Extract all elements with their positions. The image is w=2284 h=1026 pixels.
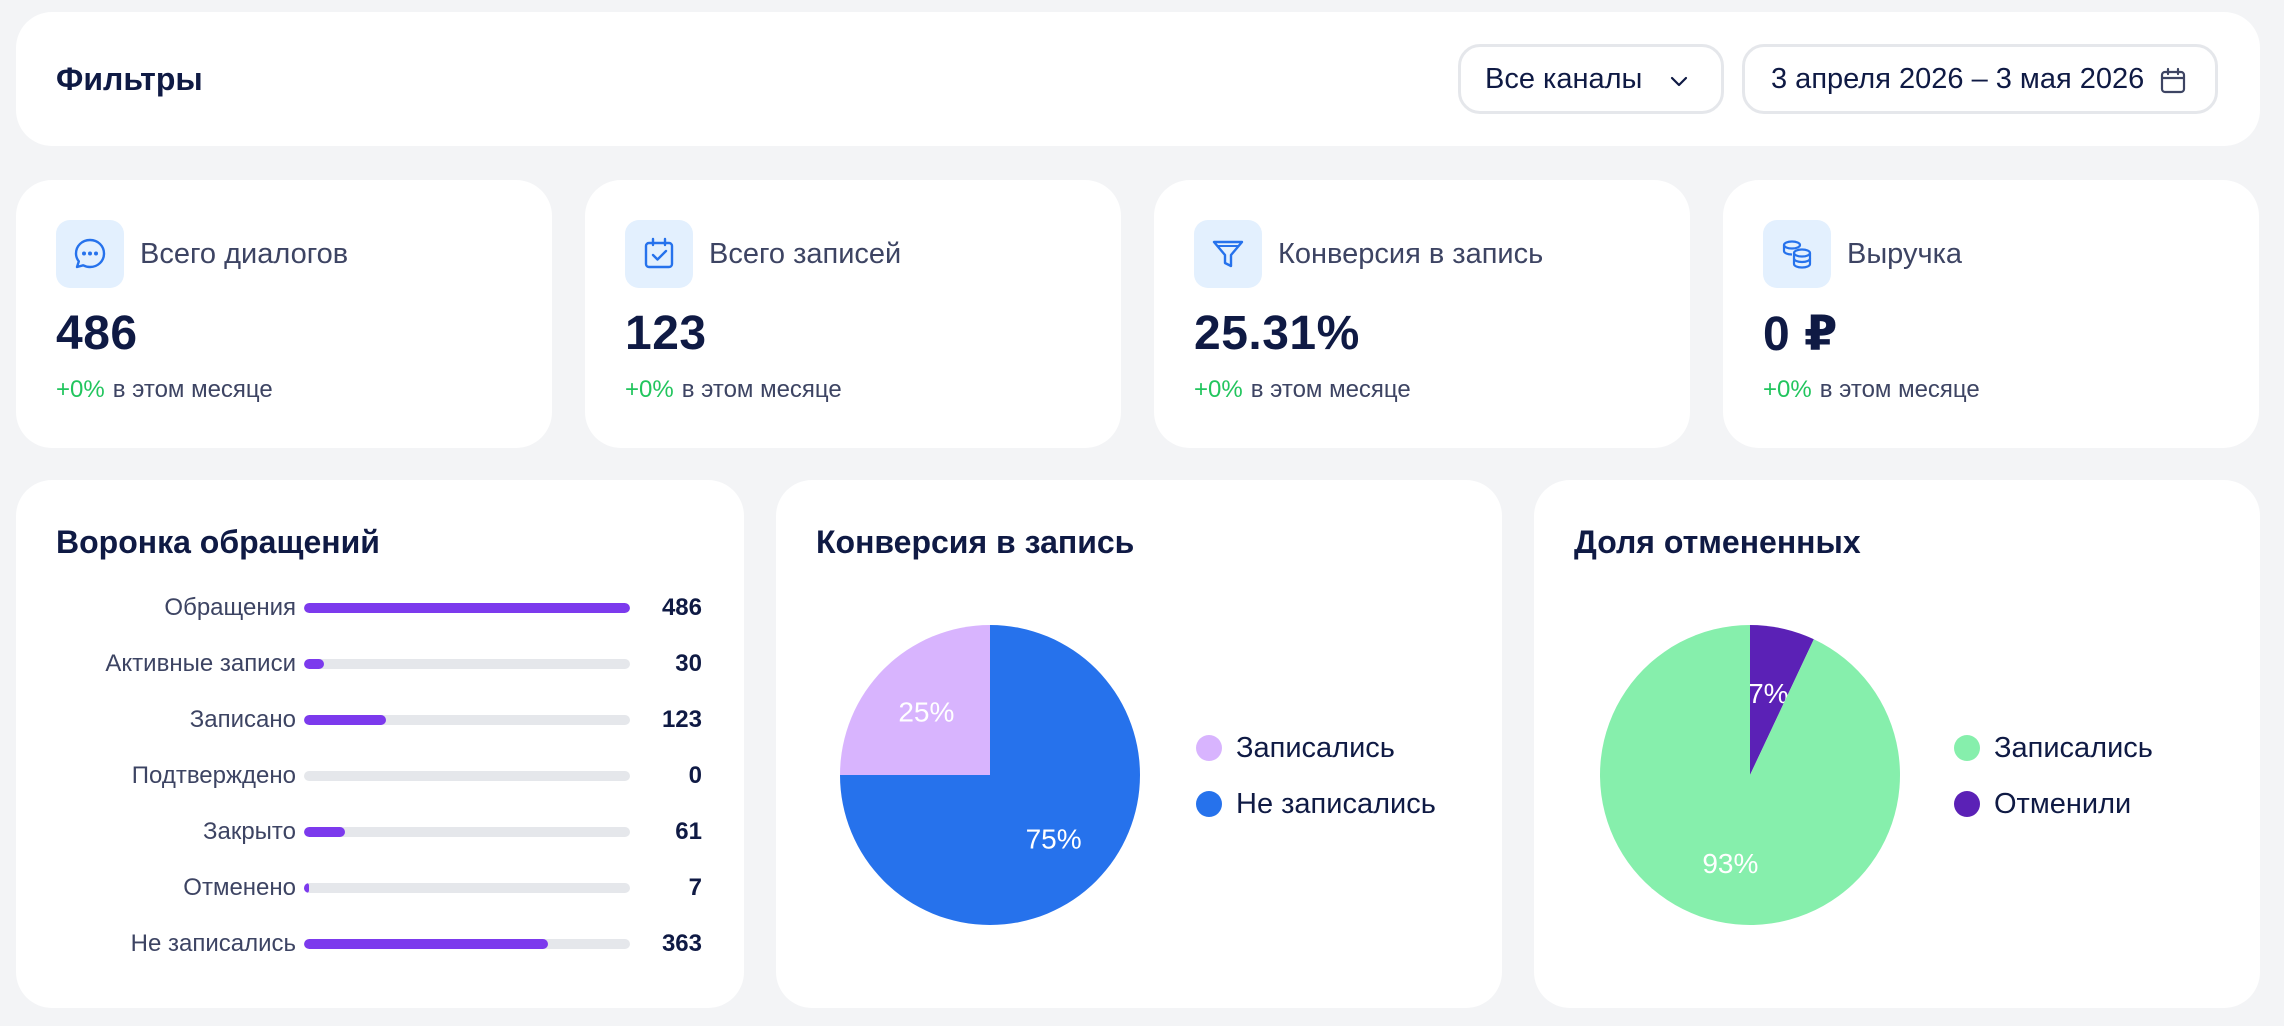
legend-swatch [1954,791,1980,817]
conversion-chart-title: Конверсия в запись [816,524,1135,560]
legend-swatch [1954,735,1980,761]
funnel-row: Записано 123 [16,705,744,735]
kpi-card-dialogs: Всего диалогов 486 +0% в этом месяце [16,180,552,448]
kpi-card-conversion: Конверсия в запись 25.31% +0% в этом меся… [1154,180,1690,448]
date-range-picker[interactable]: 3 апреля 2026 – 3 мая 2026 [1742,44,2218,114]
kpi-card-bookings: Всего записей 123 +0% в этом месяце [585,180,1121,448]
funnel-row-value: 0 [688,762,702,789]
kpi-label: Всего диалогов [140,237,349,270]
funnel-row: Отменено 7 [16,873,744,903]
cancelled-chart-title: Доля отмененных [1574,524,1861,560]
funnel-bar-fill [304,827,346,837]
funnel-bar-fill [304,659,325,669]
funnel-row-label: Не записались [130,930,296,957]
kpi-value: 0 ₽ [1763,308,1838,361]
calendar-check-icon [625,220,693,288]
kpi-change: +0% в этом месяце [1194,376,1411,404]
chat-bubble-icon [56,220,124,288]
kpi-label: Выручка [1847,237,1963,270]
cancelled-pie-chart: 7% 93% [1600,625,1900,925]
pie-slice[interactable] [1600,625,1900,925]
channel-select-value: Все каналы [1485,62,1643,95]
kpi-change-period: в этом месяце [1250,376,1411,403]
kpi-value: 123 [625,307,707,360]
conversion-pie-chart: 75% 25% [840,625,1140,925]
funnel-panel: Воронка обращений Обращения 486 Активные з… [16,480,744,1008]
funnel-row-label: Отменено [183,874,296,901]
funnel-bar-track [304,603,630,613]
kpi-change: +0% в этом месяце [56,376,273,404]
filters-title: Фильтры [56,60,203,97]
legend-label: Не записались [1236,787,1436,820]
date-range-value: 3 апреля 2026 – 3 мая 2026 [1771,62,2145,95]
kpi-change: +0% в этом месяце [625,376,842,404]
funnel-row-value: 123 [661,706,702,733]
kpi-label: Всего записей [709,237,902,270]
legend-swatch [1196,735,1222,761]
funnel-bar-track [304,939,630,949]
legend-item: Записались [1954,728,2153,768]
funnel-row-value: 363 [661,930,702,957]
legend-item: Отменили [1954,784,2131,824]
funnel-row-value: 486 [661,594,702,621]
kpi-change-period: в этом месяце [112,376,273,403]
funnel-row: Закрыто 61 [16,817,744,847]
legend-label: Записались [1994,731,2153,764]
funnel-row-value: 7 [688,874,702,901]
kpi-change-percent: +0% [1194,376,1243,403]
funnel-row: Активные записи 30 [16,649,744,679]
coins-icon [1763,220,1831,288]
funnel-bar-fill [304,715,387,725]
kpi-change-percent: +0% [1763,376,1812,403]
kpi-label: Конверсия в запись [1278,237,1544,270]
funnel-icon [1194,220,1262,288]
funnel-bar-track [304,715,630,725]
legend-label: Отменили [1994,787,2132,820]
pie-slice-label: 93% [1702,848,1758,879]
funnel-bar-track [304,883,630,893]
funnel-row-value: 61 [675,818,702,845]
channel-select[interactable]: Все каналы [1458,44,1724,114]
funnel-bar-fill [304,603,630,613]
funnel-title: Воронка обращений [56,524,380,560]
kpi-value: 25.31% [1194,307,1360,360]
kpi-change-percent: +0% [625,376,674,403]
cancelled-chart-panel: Доля отмененных 7% 93% Записались Отменил… [1534,480,2260,1008]
calendar-icon [2160,67,2186,94]
kpi-change: +0% в этом месяце [1763,376,1980,404]
kpi-change-period: в этом месяце [1819,376,1980,403]
funnel-row: Обращения 486 [16,593,744,623]
conversion-chart-panel: Конверсия в запись 75% 25% Записались Не … [776,480,1502,1008]
legend-label: Записались [1236,731,1395,764]
legend-item: Записались [1196,728,1395,768]
funnel-row-label: Обращения [164,594,296,621]
kpi-change-period: в этом месяце [681,376,842,403]
chevron-down-icon [1670,76,1688,87]
funnel-row-value: 30 [675,650,702,677]
funnel-bar-track [304,771,630,781]
kpi-change-percent: +0% [56,376,105,403]
funnel-row-label: Записано [189,706,296,733]
legend-swatch [1196,791,1222,817]
funnel-row-label: Закрыто [202,818,296,845]
pie-slice-label: 75% [1026,824,1082,855]
funnel-row: Подтверждено 0 [16,761,744,791]
funnel-bar-track [304,659,630,669]
legend-item: Не записались [1196,784,1436,824]
funnel-row: Не записались 363 [16,929,744,959]
pie-slice-label: 7% [1748,678,1788,709]
pie-slice[interactable] [840,625,990,775]
funnel-bar-fill [304,883,309,893]
pie-slice[interactable] [1750,625,1814,775]
funnel-bar-fill [304,939,548,949]
funnel-bar-track [304,827,630,837]
funnel-row-label: Подтверждено [131,762,296,789]
kpi-value: 486 [56,307,138,360]
filters-panel: Фильтры Все каналы 3 апреля 2026 – 3 мая… [16,12,2260,146]
funnel-row-label: Активные записи [105,650,296,677]
kpi-card-revenue: Выручка 0 ₽ +0% в этом месяце [1723,180,2259,448]
pie-slice-label: 25% [898,696,954,727]
